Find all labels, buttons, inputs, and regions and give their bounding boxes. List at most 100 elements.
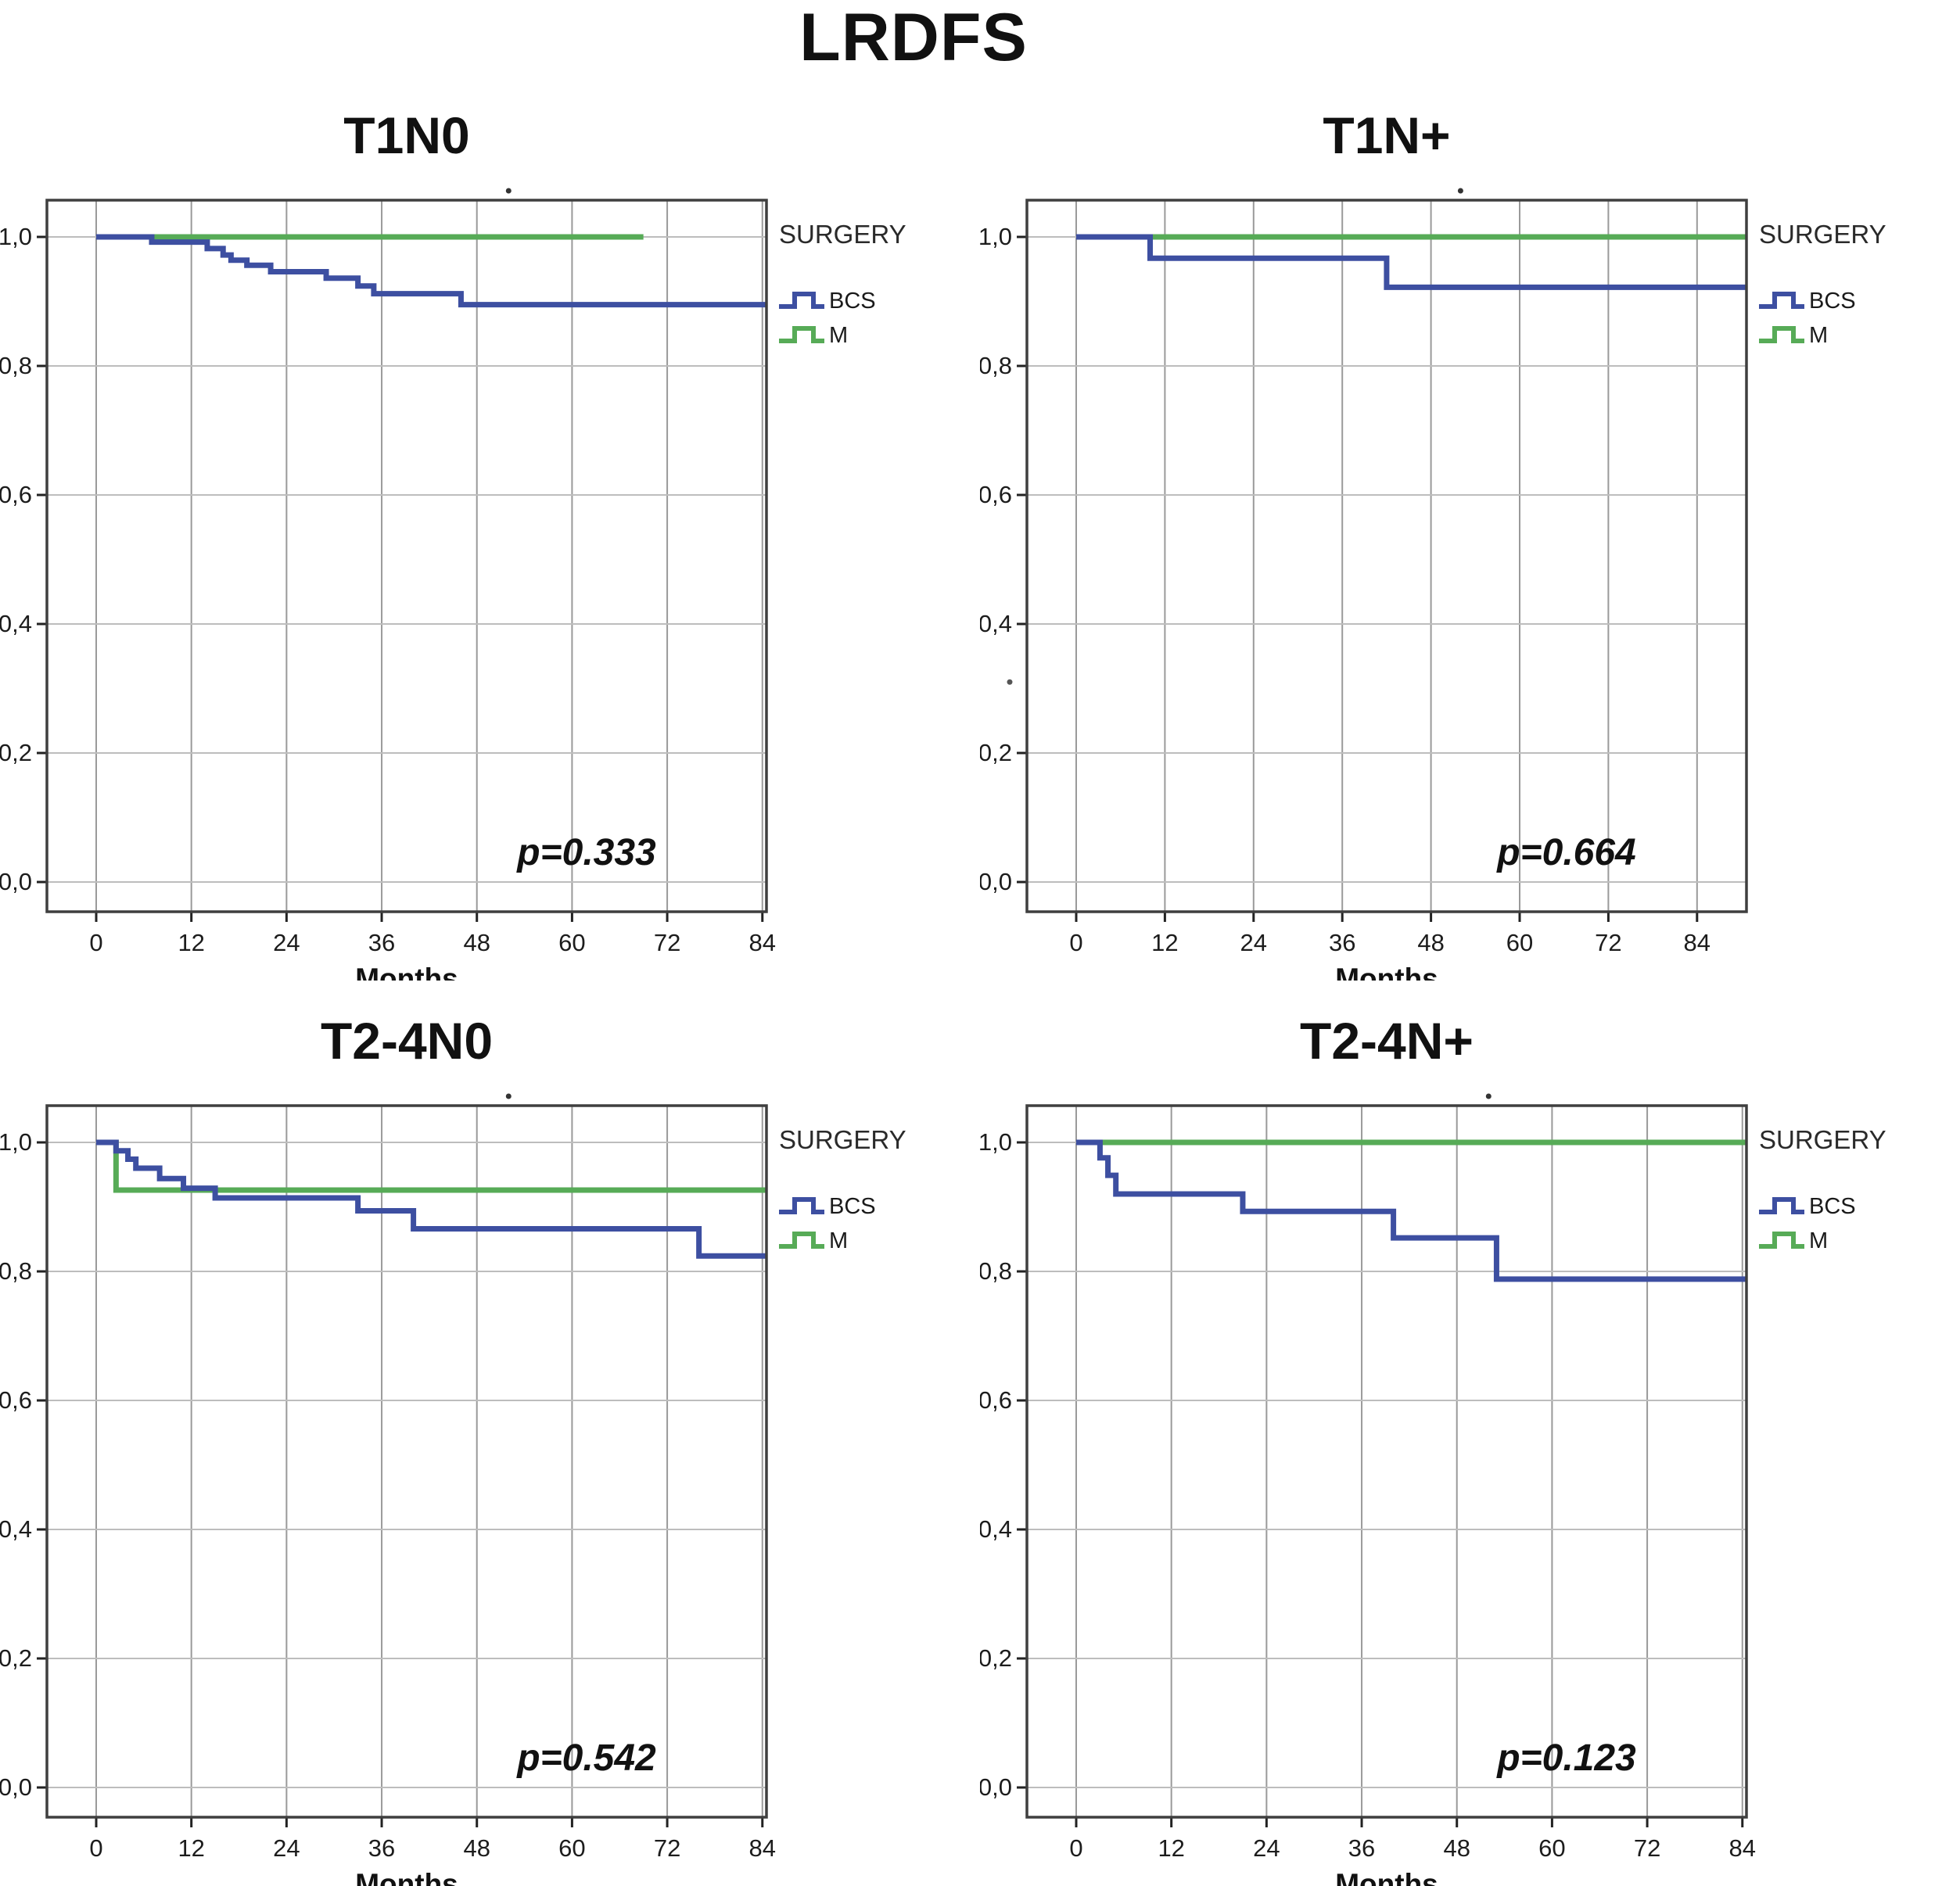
legend-label: BCS bbox=[1809, 1194, 1856, 1219]
y-axis-tick-label: 1,0 bbox=[980, 223, 1012, 250]
x-axis-tick-label: 36 bbox=[368, 929, 395, 956]
km-plot-t1n0: T1N0 1,0 0,8 0,6 0,4 0,2 0,0 0 12 24 36 48 60 72 84 Mon… bbox=[0, 106, 906, 981]
y-axis-tick-label: 0,0 bbox=[0, 1773, 32, 1801]
y-axis-tick-label: 0,6 bbox=[980, 1386, 1012, 1414]
km-plot-t1n-plus: T1N+ 1,0 0,8 0,6 0,4 0,2 0,0 0 12 24 36 48 60 72 84 Mon… bbox=[980, 106, 1886, 981]
y-axis-tick-label: 0,8 bbox=[980, 1257, 1012, 1285]
plot-border bbox=[1025, 199, 1748, 913]
legend-label: M bbox=[829, 1228, 848, 1253]
x-axis-label: Months bbox=[355, 963, 458, 981]
survival-curve-bcs bbox=[1076, 234, 1746, 290]
legend-label: M bbox=[1809, 1228, 1828, 1253]
p-value-label: p=0.542 bbox=[515, 1737, 656, 1779]
artifact-dot bbox=[505, 1093, 512, 1099]
x-axis-tick-label: 48 bbox=[1417, 929, 1444, 956]
legend-title: SURGERY bbox=[779, 1125, 906, 1154]
y-axis-tick-label: 0,8 bbox=[0, 352, 32, 379]
legend-swatch-bcs bbox=[779, 1197, 824, 1214]
x-axis-tick-label: 60 bbox=[558, 1834, 585, 1862]
y-axis-tick-label: 0,8 bbox=[980, 352, 1012, 379]
p-value-label: p=0.333 bbox=[515, 832, 656, 873]
artifact-mark bbox=[1007, 679, 1013, 685]
x-axis-tick-label: 0 bbox=[89, 1834, 102, 1862]
km-plot-t2-4n0: T2-4N0 1,0 0,8 0,6 0,4 0,2 0,0 0 12 24 36 48 60 72 84 M… bbox=[0, 1012, 906, 1886]
y-axis-tick-label: 0,4 bbox=[980, 610, 1012, 637]
panel-grid: T1N0 1,0 0,8 0,6 0,4 0,2 0,0 0 12 24 36 48 60 72 84 Mon… bbox=[0, 75, 1960, 1886]
x-axis-tick-label: 72 bbox=[654, 1834, 680, 1862]
plot-background bbox=[1027, 200, 1746, 912]
x-axis-tick-label: 48 bbox=[1443, 1834, 1470, 1862]
km-plot-t2-4n-plus: T2-4N+ 1,0 0,8 0,6 0,4 0,2 0,0 0 12 24 36 48 60 72 84 M… bbox=[980, 1012, 1886, 1886]
survival-curve-bcs bbox=[96, 234, 766, 308]
x-axis-tick-label: 48 bbox=[463, 1834, 490, 1862]
x-axis-tick-label: 72 bbox=[1634, 1834, 1660, 1862]
y-axis-tick-label: 0,2 bbox=[980, 1644, 1012, 1672]
panel-t1n-plus: T1N+ 1,0 0,8 0,6 0,4 0,2 0,0 0 12 24 36 48 60 72 84 Mon… bbox=[980, 75, 1960, 981]
legend-label: BCS bbox=[829, 289, 876, 314]
x-axis-tick-label: 12 bbox=[178, 929, 204, 956]
x-axis-tick-label: 72 bbox=[1595, 929, 1621, 956]
y-axis-tick-label: 0,2 bbox=[0, 1644, 32, 1672]
panel-title: T1N0 bbox=[343, 106, 469, 164]
panel-t2-4n0: T2-4N0 1,0 0,8 0,6 0,4 0,2 0,0 0 12 24 36 48 60 72 84 M… bbox=[0, 981, 980, 1886]
legend-label: BCS bbox=[829, 1194, 876, 1219]
panel-t2-4n-plus: T2-4N+ 1,0 0,8 0,6 0,4 0,2 0,0 0 12 24 36 48 60 72 84 M… bbox=[980, 981, 1960, 1886]
legend-swatch-bcs bbox=[1759, 292, 1804, 309]
x-axis-tick-label: 48 bbox=[463, 929, 490, 956]
x-axis-tick-label: 12 bbox=[178, 1834, 204, 1862]
y-axis-tick-label: 0,0 bbox=[980, 1773, 1012, 1801]
plot-background bbox=[47, 1106, 766, 1817]
y-axis-tick-label: 0,2 bbox=[0, 739, 32, 766]
panel-title: T2-4N+ bbox=[1300, 1012, 1474, 1070]
x-axis-tick-label: 36 bbox=[1329, 929, 1355, 956]
x-axis-tick-label: 60 bbox=[558, 929, 585, 956]
legend-title: SURGERY bbox=[1759, 220, 1886, 249]
x-axis-tick-label: 84 bbox=[1729, 1834, 1756, 1862]
x-axis-tick-label: 24 bbox=[273, 929, 300, 956]
legend-swatch-m bbox=[779, 326, 824, 343]
legend-swatch-m bbox=[1759, 326, 1804, 343]
x-axis-tick-label: 72 bbox=[654, 929, 680, 956]
y-axis-tick-label: 0,0 bbox=[0, 868, 32, 895]
y-axis-tick-label: 0,6 bbox=[0, 481, 32, 508]
panel-title: T1N+ bbox=[1323, 106, 1450, 164]
legend-swatch-m bbox=[779, 1232, 824, 1249]
x-axis-label: Months bbox=[1335, 963, 1438, 981]
legend-label: M bbox=[829, 323, 848, 348]
y-axis-tick-label: 0,0 bbox=[980, 868, 1012, 895]
x-axis-tick-label: 12 bbox=[1151, 929, 1178, 956]
y-axis-tick-label: 1,0 bbox=[980, 1128, 1012, 1156]
legend-swatch-m bbox=[1759, 1232, 1804, 1249]
y-axis-tick-label: 0,8 bbox=[0, 1257, 32, 1285]
x-axis-tick-label: 60 bbox=[1506, 929, 1533, 956]
y-axis-tick-label: 1,0 bbox=[0, 223, 32, 250]
survival-curve-bcs bbox=[96, 1139, 766, 1259]
p-value-label: p=0.664 bbox=[1495, 832, 1635, 873]
plot-background bbox=[1027, 1106, 1746, 1817]
legend-title: SURGERY bbox=[779, 220, 906, 249]
x-axis-tick-label: 84 bbox=[749, 1834, 776, 1862]
legend-swatch-bcs bbox=[779, 292, 824, 309]
plot-border bbox=[1025, 1104, 1748, 1819]
x-axis-tick-label: 84 bbox=[1684, 929, 1711, 956]
artifact-dot bbox=[1485, 1093, 1492, 1099]
plot-border bbox=[45, 1104, 768, 1819]
x-axis-tick-label: 12 bbox=[1158, 1834, 1184, 1862]
x-axis-tick-label: 0 bbox=[1069, 1834, 1082, 1862]
y-axis-tick-label: 0,4 bbox=[980, 1515, 1012, 1543]
artifact-dot bbox=[1457, 188, 1463, 194]
x-axis-tick-label: 36 bbox=[1348, 1834, 1375, 1862]
y-axis-tick-label: 0,4 bbox=[0, 1515, 32, 1543]
y-axis-tick-label: 1,0 bbox=[0, 1128, 32, 1156]
figure-title: LRDFS bbox=[799, 0, 1028, 75]
x-axis-tick-label: 36 bbox=[368, 1834, 395, 1862]
legend-label: M bbox=[1809, 323, 1828, 348]
x-axis-tick-label: 24 bbox=[273, 1834, 300, 1862]
legend-swatch-bcs bbox=[1759, 1197, 1804, 1214]
y-axis-tick-label: 0,4 bbox=[0, 610, 32, 637]
x-axis-tick-label: 84 bbox=[749, 929, 776, 956]
legend-label: BCS bbox=[1809, 289, 1856, 314]
x-axis-label: Months bbox=[1335, 1868, 1438, 1886]
survival-curve-bcs bbox=[1076, 1139, 1746, 1282]
